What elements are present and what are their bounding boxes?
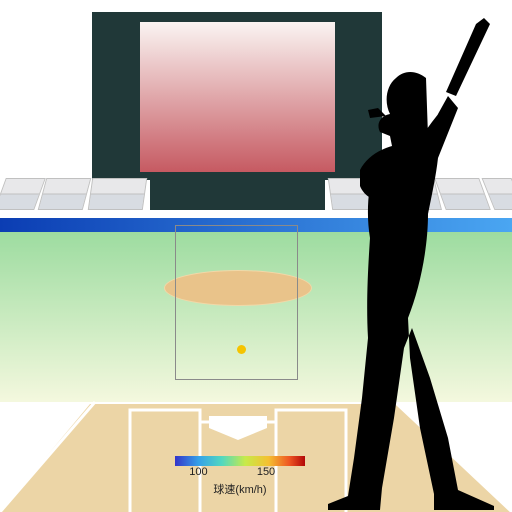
velocity-colorbar [175, 456, 305, 466]
velocity-ticks: 100 150 [175, 466, 305, 480]
scoreboard-base [150, 180, 325, 210]
pitch-location-scene: 100 150 球速(km/h) [0, 0, 512, 512]
velocity-tick: 100 [189, 466, 207, 478]
velocity-axis-label: 球速(km/h) [175, 481, 305, 497]
stand-block [88, 178, 147, 210]
batter-silhouette [308, 18, 508, 510]
stand-block [38, 178, 92, 210]
pitch-point [237, 345, 246, 354]
scoreboard-screen [140, 22, 335, 172]
velocity-legend: 100 150 球速(km/h) [175, 456, 305, 497]
velocity-tick: 150 [257, 466, 275, 478]
strike-zone [175, 225, 298, 380]
